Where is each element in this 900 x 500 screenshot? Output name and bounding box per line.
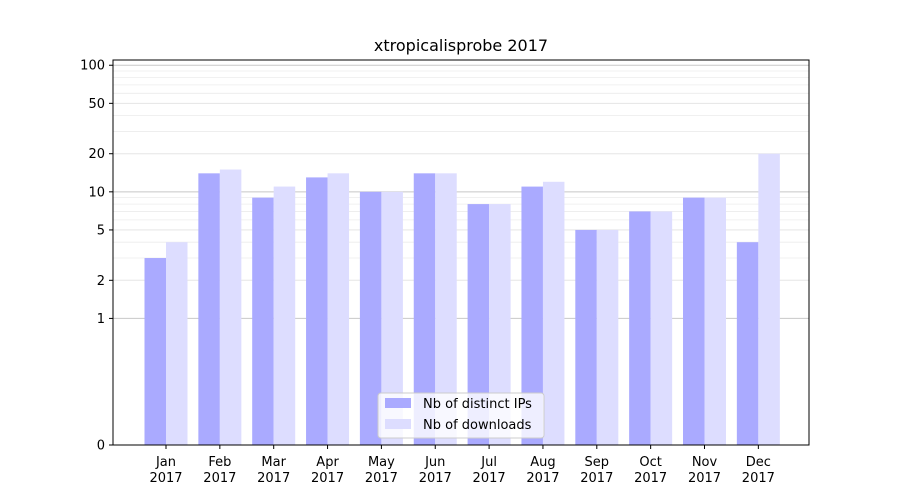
y-tick-label: 100 xyxy=(80,59,105,74)
x-tick-label: Oct 2017 xyxy=(634,455,667,486)
bar-downloads-6 xyxy=(435,173,457,445)
bar-distinct-ips-8 xyxy=(521,186,543,446)
x-tick-label: Jul 2017 xyxy=(473,455,506,486)
y-tick-label: 2 xyxy=(97,274,105,289)
bar-downloads-11 xyxy=(704,197,726,445)
bar-downloads-4 xyxy=(327,173,350,445)
bar-distinct-ips-3 xyxy=(252,197,274,445)
y-tick-label: 5 xyxy=(97,223,105,238)
y-tick-label: 20 xyxy=(88,147,105,162)
x-tick-label: Apr 2017 xyxy=(311,455,344,486)
bar-distinct-ips-7 xyxy=(467,204,490,445)
x-tick-label: Aug 2017 xyxy=(526,455,559,486)
y-tick-label: 50 xyxy=(88,97,105,112)
bar-downloads-12 xyxy=(758,153,780,446)
plot-frame xyxy=(112,59,810,446)
bar-distinct-ips-1 xyxy=(144,258,166,445)
bar-distinct-ips-9 xyxy=(575,229,597,445)
y-tick-label: 0 xyxy=(97,439,105,454)
legend-label-downloads: Nb of downloads xyxy=(423,418,532,433)
x-tick-label: Dec 2017 xyxy=(742,455,775,486)
x-tick-label: Nov 2017 xyxy=(688,455,721,486)
bar-distinct-ips-12 xyxy=(736,242,759,445)
legend: Nb of distinct IPs Nb of downloads xyxy=(377,392,545,439)
legend-swatch-distinct-ips xyxy=(385,398,411,408)
y-tick-label: 10 xyxy=(88,185,105,200)
x-tick-label: May 2017 xyxy=(365,455,398,486)
bar-downloads-2 xyxy=(219,169,242,445)
bar-distinct-ips-10 xyxy=(629,211,651,445)
x-tick-label: Jun 2017 xyxy=(419,455,452,486)
x-axis-ticks: Jan 2017 Feb 2017 Mar 2017 Apr 2017 May 2017 Jun 20… xyxy=(149,445,775,486)
x-tick-label: Sep 2017 xyxy=(580,455,613,486)
y-axis-ticks: 0 1 2 5 10 20 50 100 xyxy=(80,59,113,454)
bar-distinct-ips-2 xyxy=(198,173,220,445)
bar-downloads-9 xyxy=(596,229,619,445)
bar-distinct-ips-6 xyxy=(413,173,436,445)
y-tick-label: 1 xyxy=(97,312,105,327)
bar-distinct-ips-4 xyxy=(306,177,328,446)
x-tick-label: Feb 2017 xyxy=(203,455,236,486)
bar-downloads-5 xyxy=(381,191,403,445)
bar-downloads-8 xyxy=(542,181,565,445)
legend-label-distinct-ips: Nb of distinct IPs xyxy=(423,397,532,412)
bar-downloads-7 xyxy=(489,204,511,445)
bar-downloads-1 xyxy=(166,242,188,445)
bar-distinct-ips-11 xyxy=(683,197,705,445)
legend-swatch-downloads xyxy=(385,419,411,429)
chart-title: xtropicalisprobe 2017 xyxy=(374,36,548,55)
x-tick-label: Mar 2017 xyxy=(257,455,290,486)
bar-downloads-10 xyxy=(650,211,673,445)
bars xyxy=(144,153,780,446)
bar-downloads-3 xyxy=(273,186,296,446)
legend-box xyxy=(377,392,545,439)
bar-distinct-ips-5 xyxy=(359,191,382,445)
x-tick-label: Jan 2017 xyxy=(149,455,182,486)
